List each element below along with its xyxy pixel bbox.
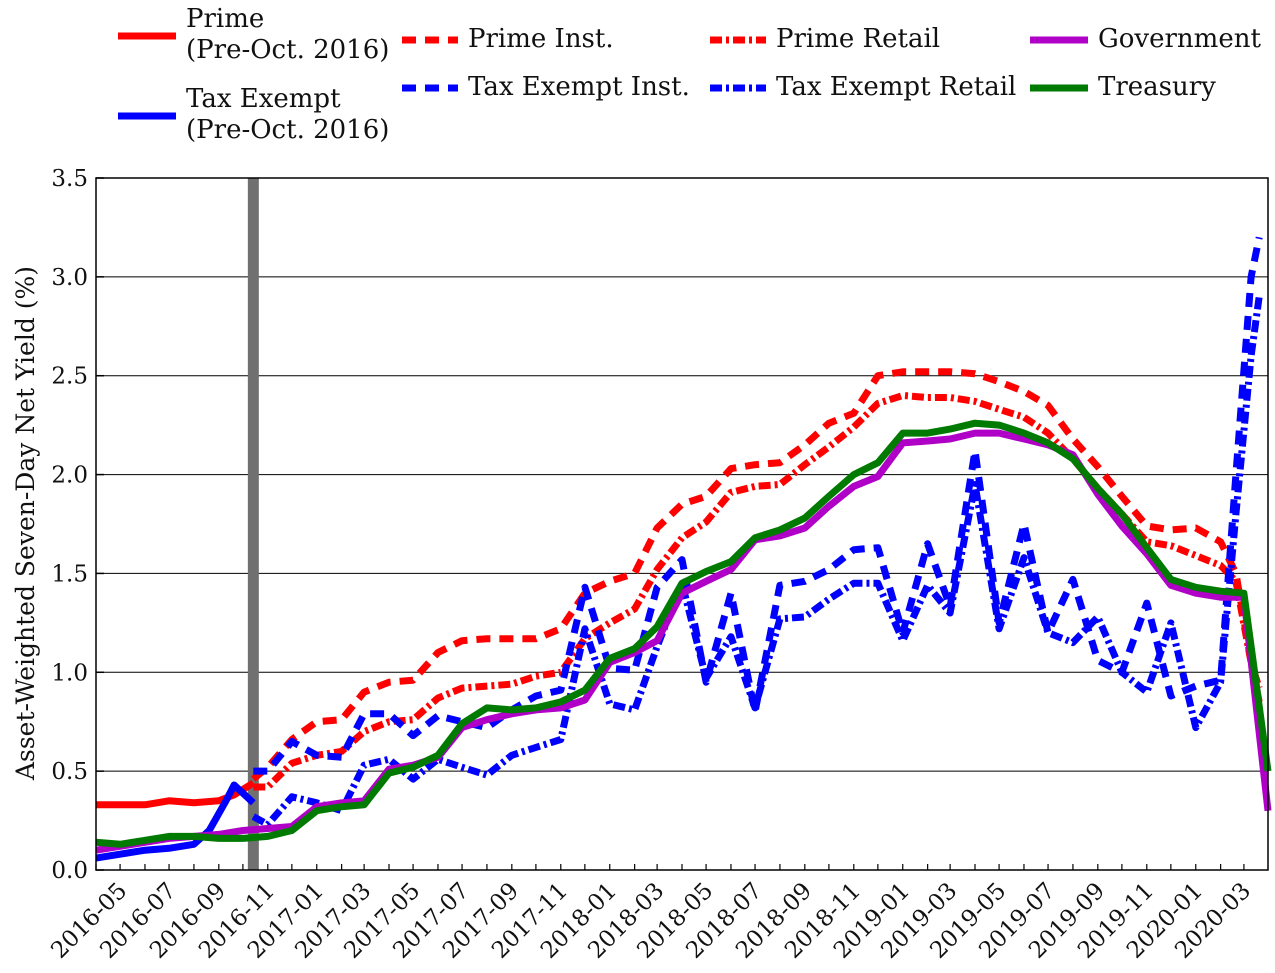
series-line-tax-exempt — [95, 781, 256, 862]
legend-item-treasury: Treasury — [1030, 72, 1216, 103]
series-line-tax-exempt-inst — [253, 236, 1263, 775]
y-tick-label-2: 1.0 — [51, 660, 88, 686]
legend-label-tax-exempt: Tax Exempt (Pre-Oct. 2016) — [186, 84, 390, 145]
legend-swatch-government — [1030, 36, 1088, 44]
grid-lines — [96, 177, 1268, 871]
y-tick-label-5: 2.5 — [51, 364, 88, 390]
legend-item-government: Government — [1030, 24, 1261, 55]
legend-label-prime-retail: Prime Retail — [776, 24, 941, 54]
legend-item-prime: Prime (Pre-Oct. 2016) — [118, 4, 389, 66]
legend-item-tax-exempt-retail: Tax Exempt Retail — [708, 72, 1016, 103]
legend-item-prime-inst: Prime Inst. — [400, 24, 614, 55]
legend-label-prime: Prime (Pre-Oct. 2016) — [186, 4, 390, 65]
y-tick-label-0: 0.0 — [51, 858, 88, 884]
legend-label-treasury: Treasury — [1098, 72, 1216, 102]
y-tick-label-7: 3.5 — [51, 166, 88, 192]
legend-swatch-tax-exempt-inst — [402, 84, 458, 92]
legend-item-tax-exempt-inst: Tax Exempt Inst. — [400, 72, 690, 103]
legend-label-prime-inst: Prime Inst. — [468, 24, 614, 54]
series-line-treasury — [95, 419, 1272, 848]
legend-label-tax-exempt-retail: Tax Exempt Retail — [776, 72, 1017, 102]
legend-swatch-tax-exempt-retail — [710, 84, 766, 92]
legend-label-government: Government — [1098, 24, 1261, 54]
y-tick-label-3: 1.5 — [51, 561, 88, 587]
legend-swatch-prime-retail — [710, 36, 766, 44]
legend-item-prime-retail: Prime Retail — [708, 24, 940, 55]
series-line-tax-exempt-retail — [251, 296, 1263, 828]
chart-legend: Prime (Pre-Oct. 2016) Tax Exempt (Pre-Oc… — [0, 0, 1275, 160]
series-lines — [95, 236, 1272, 862]
y-tick-label-4: 2.0 — [51, 463, 88, 489]
y-tick-label-6: 3.0 — [51, 265, 88, 291]
legend-swatch-prime — [118, 32, 176, 40]
series-line-prime-retail — [253, 392, 1263, 791]
y-axis-label: Asset-Weighted Seven-Day Net Yield (%) — [11, 266, 40, 781]
legend-swatch-tax-exempt — [118, 112, 176, 120]
plot-frame — [95, 177, 1269, 871]
legend-swatch-prime-inst — [402, 36, 458, 44]
legend-label-tax-exempt-inst: Tax Exempt Inst. — [468, 72, 690, 102]
legend-item-tax-exempt: Tax Exempt (Pre-Oct. 2016) — [118, 84, 389, 146]
legend-swatch-treasury — [1030, 84, 1088, 92]
y-tick-label-1: 0.5 — [51, 759, 88, 785]
